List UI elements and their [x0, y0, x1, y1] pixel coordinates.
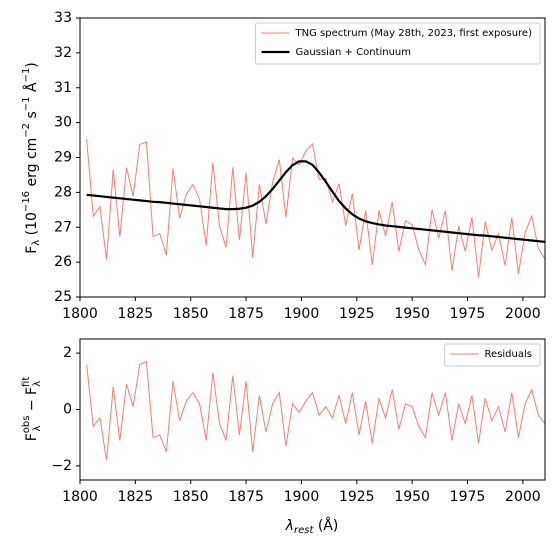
x-tick-label: 1975 — [450, 306, 486, 322]
x-tick-label: 1925 — [339, 489, 375, 505]
x-tick-label: 1900 — [284, 306, 320, 322]
x-tick-label: 1925 — [339, 306, 375, 322]
x-axis-label: λrest (Å) — [285, 517, 339, 536]
y-tick-label: 33 — [54, 10, 72, 26]
x-tick-label: 1800 — [62, 306, 98, 322]
legend-label: Residuals — [485, 349, 532, 360]
y-tick-label: 27 — [54, 219, 72, 235]
y-tick-label: 29 — [54, 150, 72, 166]
y-tick-label: 30 — [54, 115, 72, 131]
x-tick-label: 1875 — [228, 306, 264, 322]
x-tick-label: 1900 — [284, 489, 320, 505]
legend-box — [444, 343, 541, 367]
y-tick-label: 32 — [54, 45, 72, 61]
series-line — [86, 360, 545, 461]
x-tick-label: 1850 — [173, 489, 209, 505]
y-tick-label: 26 — [54, 254, 72, 270]
x-tick-label: 2000 — [505, 489, 541, 505]
y-tick-label: 28 — [54, 184, 72, 200]
x-tick-label: 1950 — [394, 306, 430, 322]
x-tick-label: 1975 — [450, 489, 486, 505]
x-tick-label: 1875 — [228, 489, 264, 505]
legend-label: Gaussian + Continuum — [296, 47, 412, 58]
y-tick-label: 31 — [54, 80, 72, 96]
x-tick-label: 1950 — [394, 489, 430, 505]
y-tick-label: 0 — [63, 402, 72, 418]
y-axis-label: Fobsλ − Ffitλ — [21, 377, 43, 442]
series-line — [86, 138, 545, 278]
series-line — [86, 160, 545, 243]
y-tick-label: 2 — [63, 345, 72, 361]
x-tick-label: 2000 — [505, 306, 541, 322]
x-tick-label: 1825 — [118, 489, 154, 505]
x-tick-label: 1850 — [173, 306, 209, 322]
x-tick-label: 1825 — [118, 306, 154, 322]
y-axis-label: Fλ (10−16 erg cm−2 s−1 Å−1) — [21, 62, 42, 254]
legend: Residuals — [444, 343, 541, 367]
legend: TNG spectrum (May 28th, 2023, first expo… — [255, 22, 541, 65]
legend-label: TNG spectrum (May 28th, 2023, first expo… — [295, 28, 533, 39]
x-tick-label: 1800 — [62, 489, 98, 505]
y-tick-label: −2 — [51, 458, 72, 474]
y-tick-label: 25 — [54, 289, 72, 305]
legend-box — [255, 22, 541, 65]
